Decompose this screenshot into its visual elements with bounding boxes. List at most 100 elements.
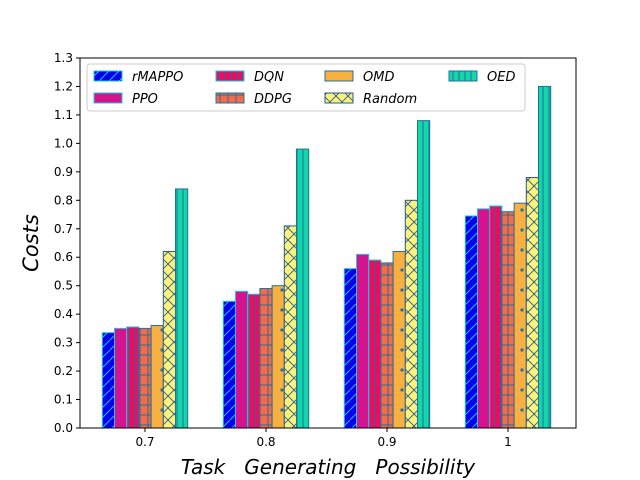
y-tick-label: 0.5 [54,279,73,293]
legend-item-dqn: DQN [215,70,284,85]
bar-ppo-0.7 [114,327,128,429]
bar-hatch [163,251,176,428]
bar-fill [235,291,248,428]
legend-label: rMAPPO [132,70,183,85]
bar-ppo-0.9 [356,253,370,429]
y-tick-label: 0.2 [54,364,73,378]
bar-dqn-0.8 [247,293,261,429]
legend-swatch-edge [93,92,123,104]
legend: rMAPPO PPO DQN DDPG OMD Random OED [86,63,526,112]
legend-swatch-hatch [325,71,353,81]
bar-hatch [405,200,418,428]
legend-label: DQN [254,70,284,85]
y-axis-title: Costs [19,214,43,272]
legend-swatch-edge [324,92,354,104]
bar-random-1 [525,177,539,429]
y-tick-label: 0.0 [54,421,73,435]
bar-rmappo-0.7 [101,332,116,429]
y-tick-label: 0.3 [54,336,73,350]
bar-hatch [138,328,152,428]
legend-swatch-hatch [216,71,244,81]
bar-ppo-0.8 [235,290,249,429]
bar-hatch [465,215,478,428]
y-tick-label: 0.9 [54,165,73,179]
legend-label: OMD [363,70,394,85]
bar-oed-0.7 [175,188,189,429]
bar-omd-0.9 [392,251,406,429]
legend-swatch [94,93,122,103]
bar-dqn-1 [489,205,503,429]
y-tick-label: 1.3 [54,51,73,65]
bar-rmappo-1 [464,215,478,429]
bar-ppo-1 [477,208,491,429]
bar-hatch [284,225,297,428]
y-axis: 0.0 0.1 0.2 0.3 0.4 0.5 0.6 0.7 0.8 0.9 1.0 1.1 1.2 1… [54,51,80,435]
legend-swatch-hatch [216,93,244,103]
bar-fill [114,328,127,428]
bar-hatch [380,262,394,428]
y-tick-label: 1.0 [54,136,73,150]
legend-swatch-edge [215,70,245,82]
y-tick-label: 0.1 [54,393,73,407]
bar-hatch [126,326,139,428]
bar-hatch [501,211,515,428]
x-tick-label: 0.8 [256,435,275,449]
bar-hatch [102,332,115,428]
x-axis-title: Task Generating Possibility [181,455,476,479]
bar-ddpg-0.8 [259,288,273,429]
bar-hatch [538,86,551,428]
bar-omd-1 [513,202,527,429]
legend-item-random: Random [324,92,417,107]
y-tick-label: 1.1 [54,108,73,122]
bar-fill [477,208,490,428]
bar-oed-0.9 [417,120,431,429]
legend-label: Random [363,92,417,107]
legend-label: OED [487,70,515,85]
legend-swatch-edge [324,70,354,82]
bar-oed-0.8 [296,148,310,429]
y-tick-label: 0.8 [54,193,73,207]
bar-hatch [514,203,527,428]
bar-omd-0.7 [150,325,164,429]
bar-hatch [526,177,539,428]
bar-hatch [175,188,188,428]
bar-ddpg-1 [501,211,515,429]
bar-hatch [417,120,430,428]
legend-swatch-hatch [325,93,353,103]
bar-fill [356,254,369,428]
y-tick-label: 0.6 [54,250,73,264]
legend-swatch-edge [93,70,123,82]
x-tick-label: 1 [504,435,512,449]
plot-frame [79,57,577,429]
bar-hatch [296,149,309,429]
bar-random-0.8 [283,225,297,429]
bar-hatch [368,260,381,428]
legend-swatch-hatch [94,71,122,81]
legend-frame [86,63,526,112]
legend-label: PPO [132,92,158,107]
y-tick-label: 0.7 [54,222,73,236]
x-axis: 0.7 0.8 0.9 1 [135,428,512,449]
bar-hatch [272,285,285,428]
legend-swatch-edge [448,70,478,82]
legend-item-oed: OED [448,70,515,85]
bar-hatch [223,301,236,428]
legend-label: DDPG [254,92,292,107]
bar-ddpg-0.7 [138,327,152,429]
bar-oed-1 [538,85,552,429]
bar-random-0.7 [162,251,177,429]
x-tick-label: 0.9 [377,435,396,449]
y-tick-label: 1.2 [54,79,73,93]
bar-hatch [344,268,357,428]
bar-ddpg-0.9 [380,262,394,429]
legend-item-rmappo: rMAPPO [93,70,183,85]
legend-item-ppo: PPO [93,92,158,107]
bar-omd-0.8 [271,285,285,429]
legend-item-ddpg: DDPG [215,92,292,107]
bar-rmappo-0.8 [222,300,237,429]
bar-random-0.9 [404,199,418,429]
bar-rmappo-0.9 [343,268,357,429]
bar-dqn-0.7 [126,326,140,429]
bar-hatch [247,294,260,428]
